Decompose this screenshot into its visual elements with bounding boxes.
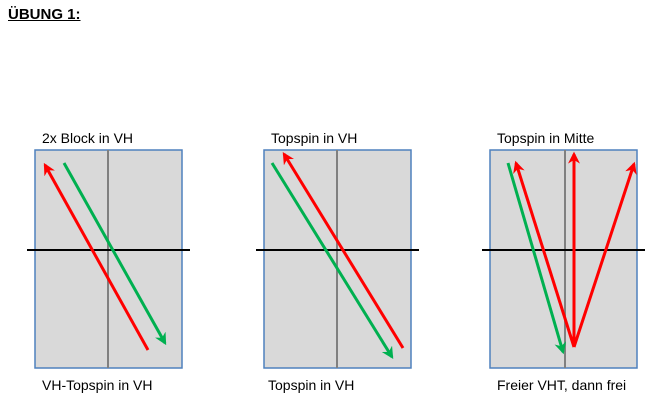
drill-1-bottom-label: VH-Topspin in VH (42, 377, 153, 393)
red-arrow (43, 162, 150, 351)
drill-2-bottom-label: Topspin in VH (268, 377, 355, 393)
drill-2-table (256, 149, 419, 369)
red-arrow (282, 151, 405, 349)
drill-1-table (27, 149, 190, 369)
red-arrow-left (513, 160, 576, 348)
exercise-title: ÜBUNG 1: (8, 6, 81, 23)
drill-1-top-label: 2x Block in VH (42, 130, 134, 146)
green-arrow (270, 162, 394, 360)
drill-3-bottom-label: Freier VHT, dann frei (497, 377, 627, 393)
red-arrow-right (572, 161, 637, 348)
table-surface (489, 149, 638, 369)
green-arrow (506, 162, 567, 355)
drill-3-table (482, 149, 645, 369)
drill-3-top-label: Topspin in Mitte (497, 130, 595, 146)
green-arrow (62, 162, 167, 346)
drill-2-top-label: Topspin in VH (271, 130, 358, 146)
